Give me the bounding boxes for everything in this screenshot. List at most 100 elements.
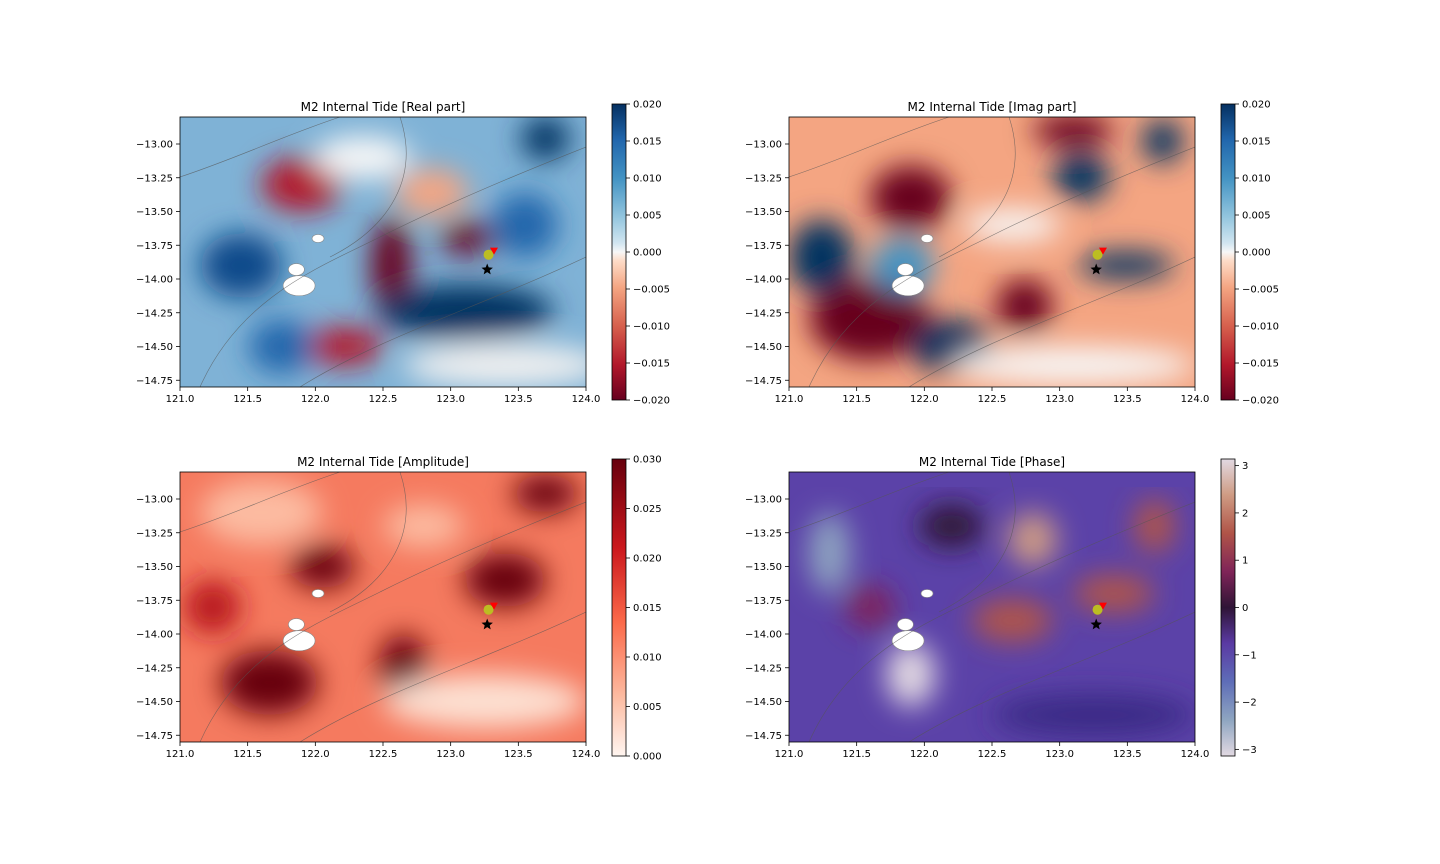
colorbar [611, 458, 627, 757]
colorbar-tick-label: −1 [1242, 650, 1257, 661]
colorbar-tick-label: 2 [1242, 508, 1248, 519]
x-tick-label: 123.0 [1045, 394, 1074, 405]
y-tick-label: −14.00 [136, 630, 173, 641]
y-tick-label: −14.00 [136, 275, 173, 286]
island-mask [891, 630, 925, 652]
chart-panel-1: M2 Internal Tide [Real part] 121.0 121.5 12… [136, 100, 670, 407]
y-tick-label: −14.75 [136, 376, 173, 387]
y-tick-label: −14.00 [745, 630, 782, 641]
y-tick-label: −13.50 [745, 207, 782, 218]
colorbar-tick-label: 0.000 [633, 248, 662, 259]
island-mask [891, 275, 925, 297]
colorbar-tick-label: 0.015 [633, 603, 662, 614]
x-tick-label: 122.5 [978, 394, 1007, 405]
colorbar-tick-label: 0.010 [633, 653, 662, 664]
y-tick-label: −13.75 [136, 596, 173, 607]
y-tick-label: −14.75 [745, 731, 782, 742]
y-tick-label: −13.75 [745, 596, 782, 607]
y-tick-label: −14.25 [136, 663, 173, 674]
colorbar-tick-label: −0.020 [1242, 396, 1279, 407]
marker-triangle [489, 602, 498, 610]
colorbar-tick-label: −3 [1242, 745, 1257, 756]
y-tick-label: −14.75 [136, 731, 173, 742]
chart-panel-2: M2 Internal Tide [Imag part] 121.0 121.5 12… [745, 100, 1279, 407]
y-tick-label: −13.00 [745, 495, 782, 506]
x-tick-label: 124.0 [1181, 749, 1210, 760]
y-tick-label: −14.00 [745, 275, 782, 286]
marker-star [1090, 618, 1102, 630]
marker-circle [1092, 604, 1103, 615]
colorbar-tick-label: 0.000 [633, 752, 662, 763]
x-tick-label: 122.0 [301, 749, 330, 760]
island-mask [897, 618, 914, 631]
x-tick-label: 122.0 [910, 749, 939, 760]
x-tick-label: 124.0 [572, 749, 601, 760]
x-tick-label: 123.0 [436, 394, 465, 405]
colorbar-tick-label: 0.030 [633, 455, 662, 466]
y-tick-label: −14.50 [136, 697, 173, 708]
colorbar-tick-label: −0.010 [633, 322, 670, 333]
x-tick-label: 123.5 [504, 749, 533, 760]
island-mask [282, 275, 316, 297]
y-tick-label: −13.00 [136, 495, 173, 506]
bathymetry-contours [789, 472, 1195, 742]
x-tick-label: 123.5 [1113, 394, 1142, 405]
marker-triangle [1098, 602, 1107, 610]
colorbar-tick-label: 0.020 [633, 554, 662, 565]
x-tick-label: 121.5 [233, 749, 262, 760]
marker-triangle [1098, 247, 1107, 255]
x-tick-label: 121.5 [233, 394, 262, 405]
x-tick-label: 122.5 [978, 749, 1007, 760]
y-tick-label: −13.75 [745, 241, 782, 252]
colorbar-tick-label: 0.025 [633, 504, 662, 515]
x-tick-label: 124.0 [572, 394, 601, 405]
colorbar-tick-label: −0.015 [633, 359, 670, 370]
island-mask [897, 263, 914, 276]
marker-star [481, 618, 493, 630]
y-tick-label: −13.25 [136, 528, 173, 539]
bathymetry-contours [789, 117, 1195, 387]
y-tick-label: −14.50 [745, 697, 782, 708]
marker-star [1090, 263, 1102, 275]
island-mask [282, 630, 316, 652]
colorbar-tick-label: −0.015 [1242, 359, 1279, 370]
y-tick-label: −14.25 [745, 663, 782, 674]
island-mask [311, 234, 325, 243]
marker-star [481, 263, 493, 275]
colorbar-tick-label: 0.020 [633, 100, 662, 111]
x-tick-label: 123.5 [1113, 749, 1142, 760]
marker-triangle [489, 247, 498, 255]
y-tick-label: −13.50 [745, 562, 782, 573]
y-tick-label: −13.25 [745, 173, 782, 184]
x-tick-label: 122.0 [301, 394, 330, 405]
x-tick-label: 121.5 [842, 394, 871, 405]
x-tick-label: 121.0 [166, 394, 195, 405]
y-tick-label: −14.75 [745, 376, 782, 387]
chart-title: M2 Internal Tide [Real part] [301, 100, 466, 114]
colorbar [611, 103, 627, 401]
colorbar-tick-label: −0.005 [633, 285, 670, 296]
marker-circle [483, 604, 494, 615]
heatmap-field [789, 472, 1195, 742]
chart-title: M2 Internal Tide [Imag part] [908, 100, 1077, 114]
heatmap-field [789, 117, 1195, 387]
colorbar-tick-label: 0.005 [633, 211, 662, 222]
x-tick-label: 121.0 [775, 394, 804, 405]
x-tick-label: 122.5 [369, 749, 398, 760]
marker-circle [1092, 249, 1103, 260]
y-tick-label: −13.00 [745, 140, 782, 151]
heatmap-field [180, 117, 586, 387]
colorbar-tick-label: 0.010 [633, 174, 662, 185]
y-tick-label: −13.50 [136, 562, 173, 573]
colorbar-tick-label: −2 [1242, 698, 1257, 709]
y-tick-label: −14.50 [745, 342, 782, 353]
y-tick-label: −13.25 [745, 528, 782, 539]
y-tick-label: −13.75 [136, 241, 173, 252]
colorbar-tick-label: 0.015 [633, 137, 662, 148]
x-tick-label: 121.0 [775, 749, 804, 760]
island-mask [920, 234, 934, 243]
island-mask [920, 589, 934, 598]
heatmap-field [180, 472, 586, 742]
x-tick-label: 122.0 [910, 394, 939, 405]
colorbar-tick-label: 0.005 [633, 702, 662, 713]
